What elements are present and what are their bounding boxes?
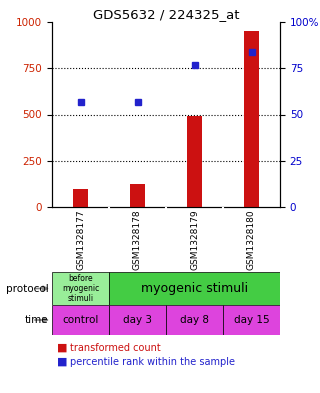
Bar bbox=[52, 272, 109, 305]
Text: ■: ■ bbox=[57, 357, 67, 367]
Bar bbox=[188, 116, 202, 207]
Bar bbox=[130, 184, 145, 207]
Bar bbox=[73, 189, 88, 207]
Text: percentile rank within the sample: percentile rank within the sample bbox=[70, 357, 235, 367]
Bar bbox=[109, 305, 166, 335]
Bar bbox=[244, 31, 259, 207]
Text: day 8: day 8 bbox=[180, 315, 209, 325]
Text: myogenic stimuli: myogenic stimuli bbox=[141, 282, 248, 295]
Bar bbox=[109, 272, 280, 305]
Text: ■: ■ bbox=[57, 343, 67, 353]
Text: day 3: day 3 bbox=[123, 315, 152, 325]
Text: before
myogenic
stimuli: before myogenic stimuli bbox=[62, 274, 99, 303]
Text: GSM1328180: GSM1328180 bbox=[247, 209, 256, 270]
Text: protocol: protocol bbox=[6, 283, 49, 294]
Bar bbox=[223, 305, 280, 335]
Text: day 15: day 15 bbox=[234, 315, 269, 325]
Bar bbox=[166, 305, 223, 335]
Text: control: control bbox=[62, 315, 99, 325]
Bar bbox=[52, 305, 109, 335]
Text: GSM1328177: GSM1328177 bbox=[76, 209, 85, 270]
Title: GDS5632 / 224325_at: GDS5632 / 224325_at bbox=[93, 8, 239, 21]
Text: GSM1328179: GSM1328179 bbox=[190, 209, 199, 270]
Text: transformed count: transformed count bbox=[70, 343, 160, 353]
Text: GSM1328178: GSM1328178 bbox=[133, 209, 142, 270]
Text: time: time bbox=[25, 315, 49, 325]
